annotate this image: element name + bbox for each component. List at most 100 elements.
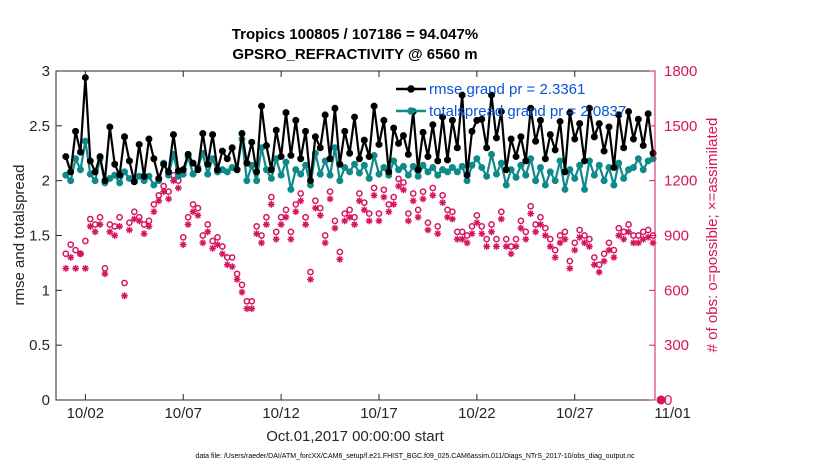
obs-possible-point — [380, 186, 388, 194]
rmse-point — [204, 160, 212, 168]
rmse-point — [615, 111, 623, 119]
rmse-point — [62, 153, 70, 160]
obs-assimilated-point — [277, 221, 285, 228]
totalspread-point — [67, 177, 74, 184]
rmse-point — [644, 110, 652, 118]
obs-assimilated-point — [542, 232, 549, 239]
obs-assimilated-point — [267, 201, 275, 208]
obs-possible-point — [155, 191, 163, 199]
obs-assimilated-point — [302, 221, 309, 228]
rmse-point — [160, 160, 167, 168]
obs-possible-point — [86, 215, 94, 223]
rmse-point — [72, 128, 79, 135]
obs-assimilated-point — [561, 235, 569, 243]
obs-assimilated-point — [292, 208, 300, 216]
rmse-point — [179, 166, 187, 174]
rmse-point — [282, 109, 290, 116]
rmse-point — [243, 159, 251, 167]
rmse-point — [458, 91, 466, 99]
totalspread-point — [439, 166, 446, 174]
obs-assimilated-point — [385, 208, 393, 216]
obs-assimilated-point — [111, 232, 119, 239]
obs-assimilated-point — [67, 254, 75, 261]
totalspread-point — [478, 164, 486, 171]
obs-possible-point — [130, 208, 138, 216]
y2-axis-label: # of obs: o=possible; ×=assimilated — [704, 118, 721, 353]
rmse-point — [228, 144, 236, 152]
obs-assimilated-point — [566, 265, 574, 272]
rmse-point — [576, 120, 583, 127]
totalspread-point — [600, 177, 608, 184]
obs-assimilated-point — [625, 228, 632, 236]
totalspread-point — [488, 151, 495, 158]
obs-assimilated-point — [307, 276, 314, 283]
rmse-point — [512, 153, 520, 160]
rmse-point — [268, 166, 275, 174]
obs-possible-point — [96, 213, 104, 221]
totalspread-point — [449, 164, 456, 171]
obs-assimilated-point — [615, 232, 623, 239]
axes-layer: 10/02 10/07 10/12 10/17 10/22 10/27 11/0100.51… — [29, 63, 697, 422]
totalspread-point — [82, 137, 89, 145]
y2-tick-label: 0 — [664, 392, 672, 409]
obs-assimilated-point — [253, 230, 260, 238]
obs-possible-point — [615, 224, 623, 232]
totalspread-point — [537, 164, 544, 171]
y-axis-label: rmse and totalspread — [11, 165, 28, 306]
obs-possible-point — [434, 223, 442, 230]
obs-possible-point — [287, 228, 295, 236]
totalspread-point — [429, 164, 437, 171]
totalspread-point — [576, 161, 583, 169]
totalspread-point — [126, 175, 133, 182]
totalspread-point — [302, 161, 309, 169]
obs-assimilated-point — [263, 221, 270, 228]
rmse-point — [380, 117, 388, 124]
obs-assimilated-point — [507, 250, 515, 258]
y2-tick-label: 300 — [664, 337, 689, 354]
rmse-point — [439, 113, 446, 121]
obs-possible-point — [297, 190, 305, 197]
totalspread-point — [493, 170, 500, 178]
obs-assimilated-point — [351, 221, 358, 228]
obs-possible-point — [272, 228, 280, 236]
obs-assimilated-point — [546, 243, 554, 250]
rmse-point — [150, 155, 158, 163]
totalspread-point — [502, 181, 510, 189]
rmse-point — [326, 155, 334, 163]
obs-assimilated-point — [91, 228, 99, 236]
obs-assimilated-point — [223, 261, 231, 269]
rmse-point — [605, 123, 613, 131]
obs-assimilated-point — [272, 235, 280, 243]
rmse-point — [233, 166, 241, 174]
obs-possible-point — [331, 217, 339, 225]
obs-assimilated-point — [409, 197, 417, 205]
totalspread-point — [277, 171, 285, 179]
rmse-point — [370, 102, 378, 110]
obs-possible-point — [556, 232, 564, 239]
totalspread-point — [561, 186, 569, 193]
obs-assimilated-point — [209, 244, 216, 252]
obs-assimilated-point — [586, 243, 593, 250]
totalspread-point — [360, 161, 368, 169]
obs-assimilated-point — [497, 215, 505, 223]
obs-assimilated-point — [639, 235, 647, 243]
obs-assimilated-point — [400, 186, 407, 194]
obs-assimilated-point — [86, 223, 94, 230]
obs-assimilated-point — [453, 235, 461, 243]
obs-possible-point — [150, 201, 158, 208]
obs-assimilated-point — [297, 197, 305, 205]
obs-assimilated-point — [493, 243, 500, 250]
obs-possible-point — [390, 193, 398, 201]
rmse-point — [258, 102, 265, 110]
totalspread-point — [463, 177, 471, 184]
obs-possible-point — [449, 208, 456, 216]
y-tick-label: 2.5 — [29, 118, 50, 135]
obs-assimilated-point — [365, 217, 373, 225]
rmse-point — [135, 141, 143, 148]
rmse-point — [199, 130, 207, 137]
obs-assimilated-point — [160, 188, 168, 195]
obs-assimilated-point — [502, 243, 510, 250]
y2-tick-label: 1500 — [664, 118, 697, 135]
legend-spread-label: totalspread grand pr = 2.0837 — [429, 103, 626, 120]
obs-assimilated-point — [282, 213, 290, 221]
